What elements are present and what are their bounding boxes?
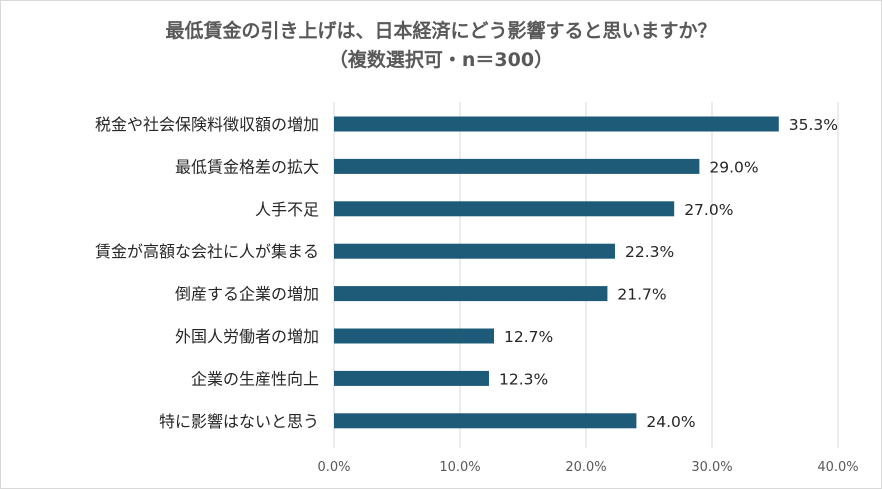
data-label: 21.7%: [617, 286, 666, 304]
category-label: 賃金が高額な会社に人が集まる: [95, 242, 319, 261]
data-label: 22.3%: [625, 243, 674, 261]
category-label: 税金や社会保険料徴収額の増加: [95, 115, 319, 134]
chart-title: 最低賃金の引き上げは、日本経済にどう影響すると思いますか？: [165, 20, 717, 42]
x-tick-labels: 0.0% 10.0% 20.0% 30.0% 40.0%: [317, 460, 858, 475]
x-tick-label: 40.0%: [817, 460, 858, 475]
x-tick-label: 0.0%: [317, 460, 350, 475]
category-label: 特に影響はないと思う: [159, 412, 319, 431]
category-label: 最低賃金格差の拡大: [175, 157, 319, 176]
gridlines: [333, 102, 839, 448]
data-label: 35.3%: [789, 116, 838, 134]
data-label: 27.0%: [684, 201, 733, 219]
bar: [334, 328, 495, 344]
bar: [334, 413, 637, 429]
x-tick-label: 30.0%: [691, 460, 732, 475]
chart-subtitle: （複数選択可・n＝300）: [328, 49, 554, 71]
data-label: 12.7%: [504, 328, 553, 346]
category-label: 企業の生産性向上: [191, 369, 319, 388]
value-labels: 35.3% 29.0% 27.0% 22.3% 21.7% 12.7% 12.3% 24.0%: [499, 116, 838, 431]
data-label: 12.3%: [499, 370, 548, 388]
data-label: 24.0%: [646, 413, 695, 431]
bar: [334, 243, 615, 259]
bar: [334, 116, 779, 132]
x-tick-label: 10.0%: [439, 460, 480, 475]
bar: [334, 286, 608, 302]
category-labels: 税金や社会保険料徴収額の増加最低賃金格差の拡大人手不足賃金が高額な会社に人が集ま…: [95, 115, 319, 431]
bars: [334, 116, 779, 429]
bar: [334, 370, 489, 386]
category-label: 人手不足: [255, 200, 319, 219]
bar: [334, 201, 675, 217]
data-label: 29.0%: [709, 158, 758, 176]
category-label: 倒産する企業の増加: [175, 285, 319, 304]
x-tick-label: 20.0%: [565, 460, 606, 475]
category-label: 外国人労働者の増加: [175, 327, 319, 346]
bar: [334, 158, 700, 174]
